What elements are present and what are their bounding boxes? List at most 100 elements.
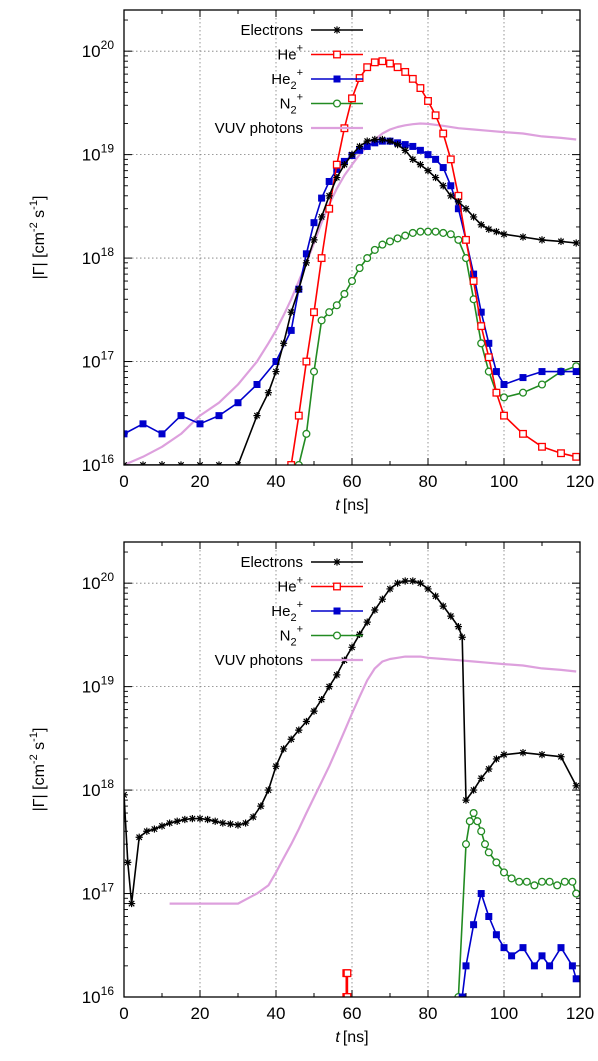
x-tick-label: 0 bbox=[119, 1004, 128, 1023]
series-point-electrons bbox=[538, 751, 546, 759]
series-point-he bbox=[287, 461, 296, 465]
series-point-electrons bbox=[416, 579, 424, 587]
series-point-electrons bbox=[302, 259, 310, 267]
series-point-he2 bbox=[500, 944, 508, 952]
series-point-he bbox=[500, 411, 508, 420]
series-point-n2 bbox=[568, 877, 577, 886]
series-point-electrons bbox=[401, 146, 409, 154]
legend-superscript: + bbox=[297, 92, 303, 104]
series-point-n2 bbox=[423, 227, 433, 236]
legend-name: He bbox=[271, 603, 290, 620]
series-point-electrons bbox=[378, 595, 386, 603]
series-point-he2 bbox=[492, 931, 500, 939]
legend-marker-n2 bbox=[332, 99, 342, 108]
series-line-n2 bbox=[298, 230, 577, 465]
series-point-electrons bbox=[325, 683, 333, 691]
series-point-he bbox=[343, 969, 352, 978]
y-axis-label-end: ] bbox=[31, 728, 48, 732]
series-point-n2 bbox=[347, 276, 357, 286]
legend-subscript: 2 bbox=[290, 612, 296, 624]
series-point-he2 bbox=[447, 182, 455, 190]
x-axis-label: t [ns] bbox=[335, 497, 368, 514]
x-tick-label-text: 20 bbox=[191, 1004, 210, 1023]
x-tick-label-text: 80 bbox=[419, 472, 438, 491]
series-line-he bbox=[290, 60, 577, 465]
legend-label-n2: N2+ bbox=[280, 624, 303, 649]
series-line-electrons bbox=[124, 580, 577, 905]
series-point-he2 bbox=[557, 944, 565, 952]
series-point-he2 bbox=[215, 412, 223, 420]
series-point-he bbox=[378, 57, 387, 66]
legend-label-he2: He2+ bbox=[271, 599, 303, 624]
series-point-electrons bbox=[318, 695, 326, 704]
series-point-he2 bbox=[572, 975, 580, 983]
series-point-electrons bbox=[470, 786, 478, 794]
series-point-electrons bbox=[158, 822, 166, 830]
legend-name: N bbox=[280, 628, 291, 645]
series-point-he2 bbox=[492, 368, 500, 376]
series-point-n2 bbox=[355, 264, 364, 273]
series-point-he2 bbox=[318, 194, 326, 202]
series-point-he bbox=[332, 160, 341, 169]
x-axis-label: t [ns] bbox=[335, 1029, 368, 1046]
y-tick-exponent: 20 bbox=[101, 38, 115, 52]
series-line-n2 bbox=[457, 812, 577, 997]
y-tick-base: 10 bbox=[82, 574, 101, 593]
x-tick-label-text: 120 bbox=[566, 472, 594, 491]
legend-marker-he2 bbox=[333, 75, 341, 83]
plot-frame bbox=[123, 541, 581, 998]
series-point-n2 bbox=[431, 227, 440, 236]
legend-superscript: + bbox=[297, 43, 303, 55]
series-point-n2 bbox=[294, 460, 303, 465]
legend-name: He bbox=[271, 71, 290, 88]
series-point-electrons bbox=[492, 228, 500, 236]
series-point-he bbox=[439, 129, 448, 138]
legend-superscript: + bbox=[297, 599, 303, 611]
series-point-electrons bbox=[196, 815, 204, 823]
series-point-electrons bbox=[432, 592, 440, 600]
series-point-electrons bbox=[333, 173, 341, 182]
series-point-he2 bbox=[253, 380, 261, 388]
series-point-he2 bbox=[325, 177, 333, 185]
series-point-n2 bbox=[378, 240, 387, 249]
y-tick-exponent: 18 bbox=[101, 245, 115, 259]
series-point-electrons bbox=[173, 817, 181, 825]
y-axis-label-exp1: -2 bbox=[28, 222, 40, 232]
series-point-n2 bbox=[480, 840, 490, 849]
y-tick-label: 1017 bbox=[82, 881, 115, 904]
y-axis-label: |Γ| [cm-2 s-1] bbox=[28, 196, 48, 280]
series-point-electrons bbox=[485, 225, 493, 233]
series-point-n2 bbox=[408, 228, 417, 237]
series-point-he2 bbox=[572, 368, 580, 376]
series-point-he2 bbox=[177, 412, 185, 420]
series-point-he bbox=[462, 235, 470, 244]
series-point-electrons bbox=[572, 239, 580, 247]
x-tick-label: 100 bbox=[490, 472, 518, 491]
series-point-electrons bbox=[249, 813, 257, 821]
series-point-electrons bbox=[394, 141, 402, 149]
series-point-electrons bbox=[310, 236, 318, 244]
legend-superscript: + bbox=[297, 624, 303, 636]
series-point-n2 bbox=[515, 877, 524, 886]
series-point-electrons bbox=[386, 137, 394, 145]
x-tick-label-text: 0 bbox=[119, 472, 128, 491]
series-point-electrons bbox=[519, 749, 527, 757]
series-point-electrons bbox=[371, 135, 379, 144]
series-point-he bbox=[469, 277, 478, 285]
x-axis-label-unit: [ns] bbox=[343, 1029, 369, 1046]
x-tick-label: 20 bbox=[191, 472, 210, 491]
y-tick-base: 10 bbox=[82, 249, 101, 268]
x-tick-label: 80 bbox=[419, 1004, 438, 1023]
series-point-he2 bbox=[462, 962, 470, 970]
series-point-he2 bbox=[546, 962, 554, 970]
legend-label-n2: N2+ bbox=[280, 92, 303, 117]
series-point-n2 bbox=[401, 231, 410, 240]
x-tick-label: 40 bbox=[267, 472, 286, 491]
series-point-he bbox=[363, 63, 372, 72]
x-tick-label: 40 bbox=[267, 1004, 286, 1023]
series-point-electrons bbox=[416, 161, 424, 169]
series-point-electrons bbox=[340, 161, 348, 169]
series-point-n2 bbox=[499, 868, 509, 877]
